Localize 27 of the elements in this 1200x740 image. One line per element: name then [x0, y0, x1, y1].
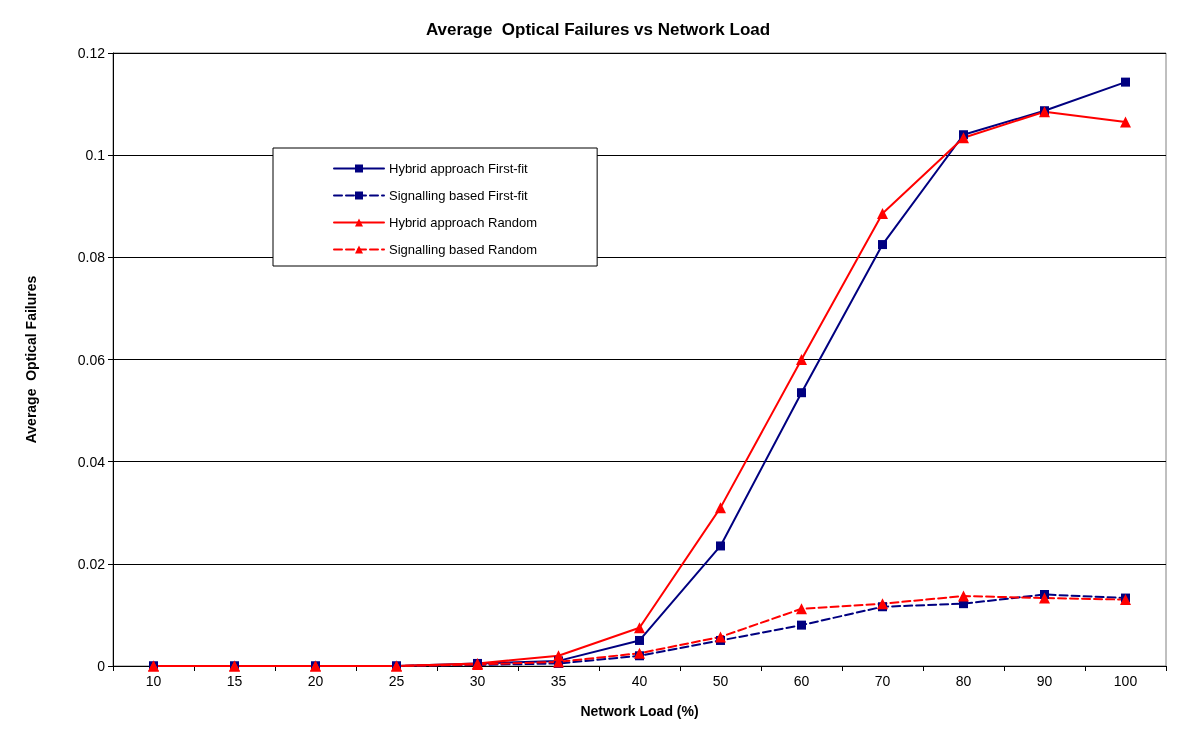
y-tick-label: 0.12 — [77, 45, 106, 61]
x-tick-label: 40 — [631, 673, 648, 689]
legend-label: Hybrid approach First-fit — [389, 161, 529, 176]
x-tick-label: 25 — [388, 673, 405, 689]
chart-title: Average Optical Failures vs Network Load — [425, 20, 771, 39]
x-tick-label: 20 — [307, 673, 324, 689]
y-tick-label: 0.1 — [85, 147, 106, 164]
x-tick-label: 100 — [1113, 673, 1138, 689]
x-tick-label: 10 — [145, 673, 162, 689]
y-tick-label: 0.02 — [77, 555, 106, 572]
x-tick-label: 50 — [712, 673, 729, 689]
legend-label: Hybrid approach Random — [389, 215, 538, 230]
x-tick-label: 30 — [469, 673, 486, 689]
legend-label: Signalling based First-fit — [389, 188, 529, 203]
y-tick-label: 0.06 — [77, 351, 106, 368]
y-axis-title: Average Optical Failures — [23, 275, 39, 444]
x-tick-label: 90 — [1036, 673, 1053, 689]
x-tick-label: 60 — [793, 673, 810, 689]
x-tick-label: 15 — [226, 673, 243, 689]
legend-label: Signalling based Random — [389, 242, 538, 257]
x-tick-label: 80 — [955, 673, 972, 689]
y-tick-label: 0 — [97, 658, 106, 674]
y-tick-label: 0.08 — [77, 249, 106, 266]
x-axis-title: Network Load (%) — [580, 703, 699, 719]
x-tick-label: 70 — [874, 673, 891, 689]
x-tick-label: 35 — [550, 673, 567, 689]
y-tick-label: 0.04 — [77, 453, 106, 470]
